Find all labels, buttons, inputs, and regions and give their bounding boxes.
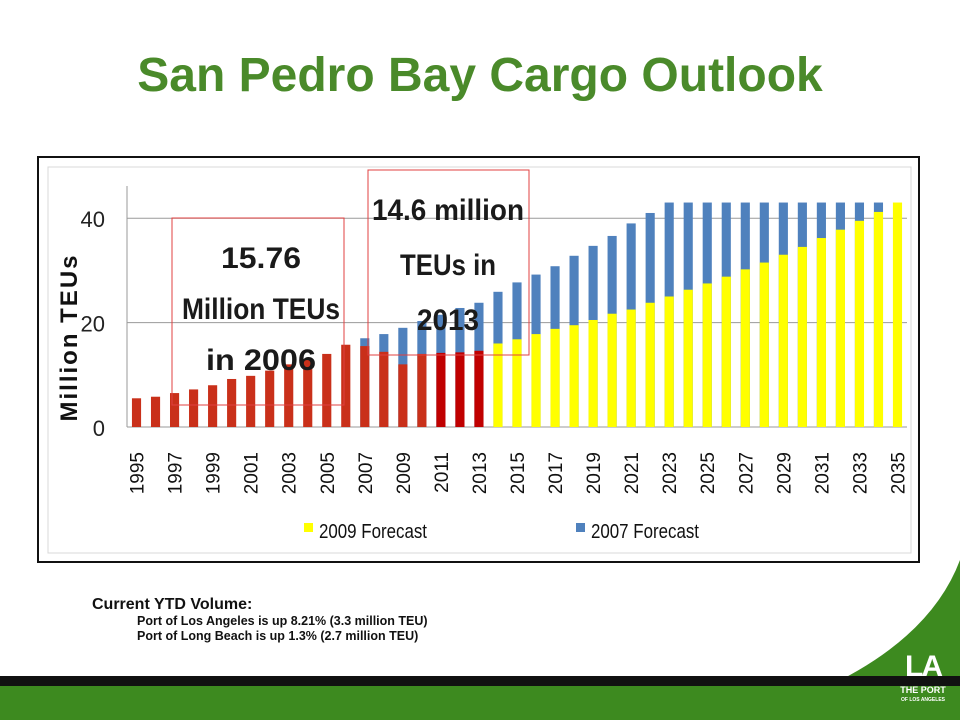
bar-actual-2007	[360, 346, 370, 427]
logo-mark: LA	[905, 650, 943, 683]
bar-2009-forecast-2033	[854, 220, 865, 427]
x-tick-label: 1995	[128, 452, 149, 494]
x-tick-label: 2001	[242, 452, 263, 494]
page-title: San Pedro Bay Cargo Outlook	[137, 49, 823, 102]
bar-2009-forecast-2035	[892, 202, 903, 427]
bar-2009-forecast-2032	[835, 229, 845, 427]
bar-2009-forecast-2025	[702, 283, 712, 427]
bar-2009-forecast-2023	[664, 296, 674, 427]
bar-2009-forecast-2026	[721, 276, 731, 427]
x-tick-label: 2011	[432, 452, 453, 493]
bar-actual-2010	[417, 353, 427, 427]
bar-actual-2001	[246, 375, 256, 427]
y-axis-title: Million TEUs	[56, 254, 83, 422]
x-tick-label: 2005	[318, 452, 339, 494]
annotation-2006-line: Million TEUs	[182, 293, 340, 326]
bar-2009-forecast-2029	[778, 254, 788, 427]
bar-2009-forecast-2015	[512, 339, 522, 427]
ytd-los-angeles: Port of Los Angeles is up 8.21% (3.3 mil…	[137, 614, 428, 628]
legend-swatch	[576, 523, 585, 532]
x-tick-label: 2027	[736, 452, 757, 494]
bar-2009-forecast-2022	[645, 302, 655, 427]
bar-2009-forecast-2034	[873, 211, 884, 427]
bar-2009-forecast-2020	[607, 313, 617, 427]
bar-actual-2002	[265, 370, 275, 427]
bar-2009-forecast-2014	[493, 343, 503, 427]
bar-2009-forecast-2024	[683, 289, 693, 427]
x-tick-label: 2033	[850, 452, 871, 494]
legend-label: 2009 Forecast	[319, 521, 427, 543]
annotation-2013-line: 14.6 million	[372, 194, 524, 227]
bar-2009-forecast-2017	[550, 328, 560, 427]
swoosh-shape	[820, 560, 960, 690]
x-tick-label: 2013	[470, 452, 491, 494]
bar-actual-2003	[284, 364, 294, 427]
bar-actual-2006	[341, 344, 351, 427]
bar-actual-2011	[436, 352, 446, 427]
y-tick-label: 20	[81, 312, 105, 337]
bar-actual-2012	[455, 352, 465, 427]
bar-actual-2008	[379, 351, 389, 427]
ytd-section: Current YTD Volume: Port of Los Angeles …	[92, 596, 428, 644]
bar-2009-forecast-2028	[759, 262, 769, 427]
x-tick-label: 2029	[774, 452, 795, 494]
footer-swoosh	[820, 560, 960, 690]
x-tick-label: 2009	[394, 452, 415, 494]
x-tick-label: 2023	[660, 452, 681, 494]
bar-actual-1995	[131, 398, 142, 427]
x-tick-label: 2007	[356, 452, 377, 494]
bar-2009-forecast-2019	[588, 319, 598, 427]
annotation-box-2013	[367, 169, 530, 356]
annotation-2013-line: 2013	[417, 304, 479, 337]
bar-actual-1997	[169, 393, 180, 427]
x-tick-label: 2021	[622, 452, 643, 494]
x-tick-label: 2035	[888, 452, 909, 494]
x-tick-label: 2025	[698, 452, 719, 494]
bar-2009-forecast-2018	[569, 325, 579, 427]
annotation-2006-line: 15.76	[221, 242, 301, 275]
footer-green-band	[0, 686, 960, 720]
y-tick-label: 40	[81, 207, 105, 232]
bar-actual-2005	[322, 353, 332, 427]
cargo-chart: 0 20 40 Million TEUs 1995 1997 1999 2001 2003 200…	[47, 166, 912, 554]
logo-subname: OF LOS ANGELES	[901, 697, 945, 703]
y-tick-label: 0	[93, 416, 105, 441]
bar-actual-2009	[398, 364, 408, 427]
x-tick-label: 2019	[584, 452, 605, 494]
footer-black-band	[0, 676, 960, 688]
bar-2009-forecast-2016	[531, 334, 541, 427]
x-tick-label: 1999	[204, 452, 225, 494]
annotation-2013-line: TEUs in	[400, 249, 496, 282]
x-tick-label: 2015	[508, 452, 529, 494]
bar-actual-1998	[189, 389, 199, 427]
ytd-long-beach: Port of Long Beach is up 1.3% (2.7 milli…	[137, 629, 419, 643]
ytd-heading: Current YTD Volume:	[92, 596, 253, 613]
port-logo: LA THE PORT OF LOS ANGELES	[893, 650, 953, 712]
bar-2009-forecast-2030	[797, 246, 807, 427]
bar-2009-forecast-2027	[740, 269, 750, 427]
bar-actual-2000	[227, 378, 237, 427]
logo-name: THE PORT	[900, 685, 946, 695]
legend-label: 2007 Forecast	[591, 521, 699, 543]
bar-2009-forecast-2031	[816, 238, 826, 427]
bar-actual-2004	[303, 359, 313, 427]
bar-actual-1996	[150, 396, 161, 427]
annotation-2006-line: in 2006	[206, 344, 316, 377]
bar-actual-2013	[474, 350, 484, 427]
x-tick-label: 2031	[812, 452, 833, 494]
bar-2009-forecast-2021	[626, 309, 636, 427]
bar-actual-1999	[208, 385, 218, 427]
x-tick-label: 2003	[280, 452, 301, 494]
x-tick-label: 2017	[546, 452, 567, 494]
annotation-box-2006	[171, 217, 345, 406]
legend-swatch	[304, 523, 313, 532]
x-tick-label: 1997	[166, 452, 187, 494]
